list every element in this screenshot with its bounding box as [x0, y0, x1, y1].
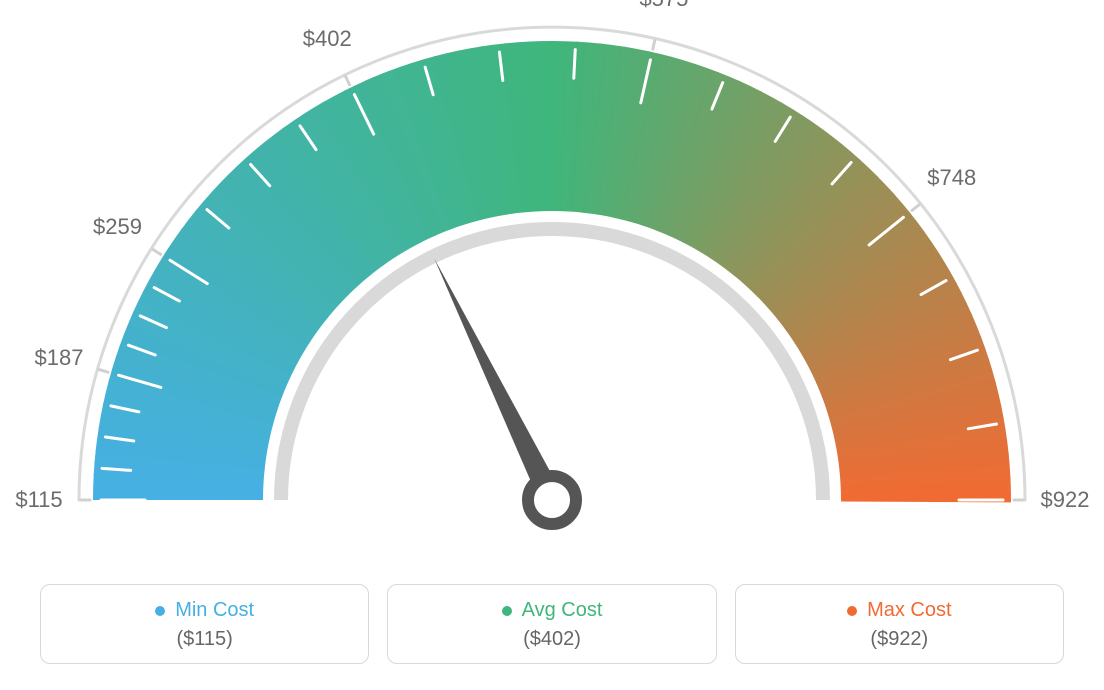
card-min-label: Min Cost: [175, 599, 254, 622]
card-max-cost: Max Cost ($922): [735, 584, 1064, 664]
card-max-value: ($922): [746, 628, 1053, 651]
card-avg-cost: Avg Cost ($402): [387, 584, 716, 664]
gauge-tick-label: $115: [15, 487, 62, 513]
gauge-tick-label: $922: [1041, 487, 1090, 513]
dot-avg: [502, 606, 512, 616]
gauge-tick-label: $259: [93, 214, 142, 240]
card-min-cost: Min Cost ($115): [40, 584, 369, 664]
card-max-label: Max Cost: [867, 599, 951, 622]
summary-cards: Min Cost ($115) Avg Cost ($402) Max Cost…: [40, 584, 1064, 664]
cost-gauge: $115 $187 $259 $402 $575 $748 $922: [0, 0, 1104, 560]
dot-min: [155, 606, 165, 616]
card-avg-label: Avg Cost: [522, 599, 603, 622]
gauge-tick-label: $402: [303, 26, 352, 52]
gauge-tick-label: $748: [927, 165, 976, 191]
gauge-tick-label: $575: [639, 0, 688, 12]
card-min-value: ($115): [51, 628, 358, 651]
gauge-tick-label: $187: [35, 345, 84, 371]
dot-max: [847, 606, 857, 616]
card-avg-value: ($402): [398, 628, 705, 651]
